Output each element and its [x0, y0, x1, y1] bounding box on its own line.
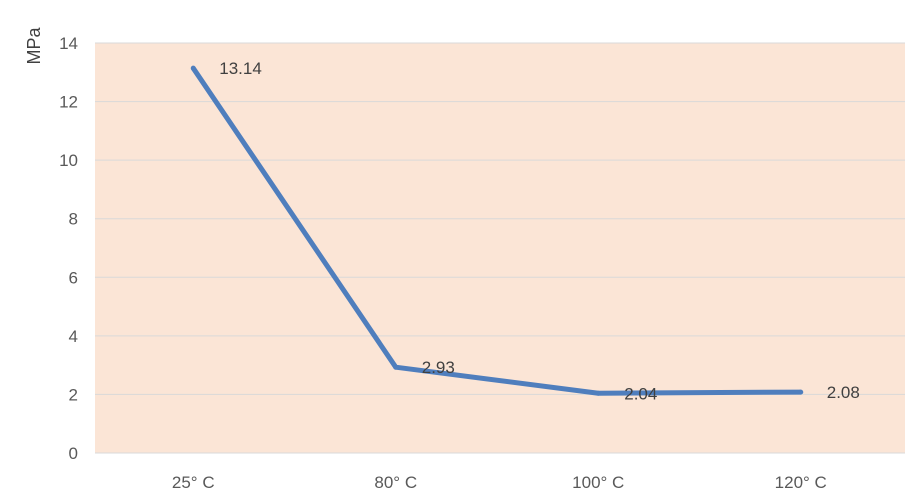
data-label: 2.04	[624, 384, 657, 403]
data-point	[595, 390, 601, 396]
data-label: 2.08	[827, 383, 860, 402]
y-tick-label: 14	[59, 34, 78, 53]
y-axis-ticks: 0 2 4 6 8 10 12 14	[59, 34, 78, 463]
x-tick-label: 25° C	[172, 473, 215, 492]
data-point	[798, 389, 804, 395]
y-tick-label: 6	[69, 268, 78, 287]
y-axis-title: MPa	[24, 27, 44, 65]
series-layer	[190, 65, 804, 396]
gridlines	[95, 42, 905, 454]
data-label: 2.93	[422, 358, 455, 377]
x-tick-label: 100° C	[572, 473, 624, 492]
data-point	[393, 364, 399, 370]
plot-area-background	[95, 43, 905, 453]
y-tick-label: 12	[59, 93, 78, 112]
x-tick-label: 120° C	[775, 473, 827, 492]
x-axis-ticks: 25° C 80° C 100° C 120° C	[172, 473, 827, 492]
x-tick-label: 80° C	[374, 473, 417, 492]
y-tick-label: 4	[69, 327, 78, 346]
data-point	[190, 65, 196, 71]
y-tick-label: 2	[69, 385, 78, 404]
y-tick-label: 8	[69, 210, 78, 229]
y-tick-label: 0	[69, 444, 78, 463]
series-line	[191, 66, 801, 396]
data-label: 13.14	[219, 59, 262, 78]
y-tick-label: 10	[59, 151, 78, 170]
data-labels: 13.14 2.93 2.04 2.08	[219, 59, 860, 403]
